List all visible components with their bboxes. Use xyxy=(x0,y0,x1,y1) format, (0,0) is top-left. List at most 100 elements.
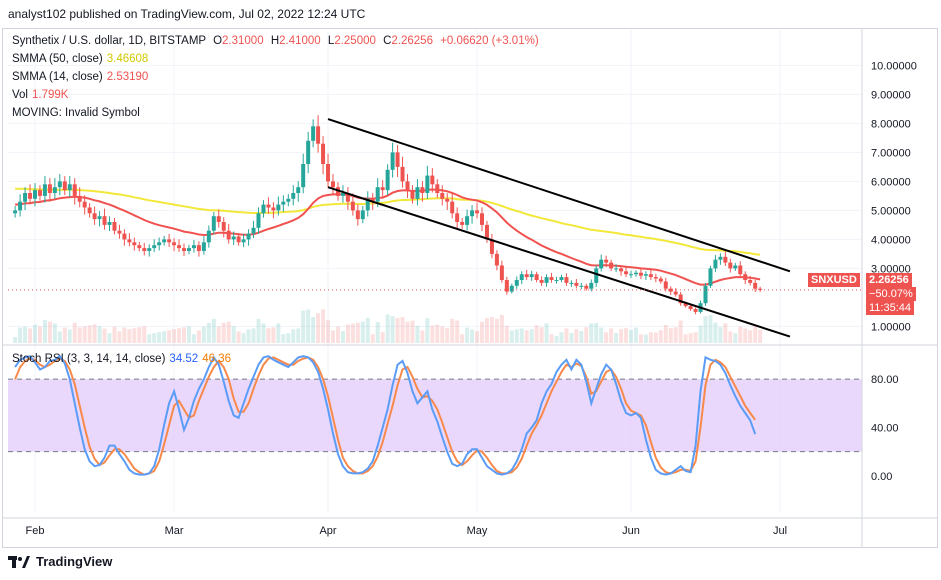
candle xyxy=(544,274,549,287)
candle-body xyxy=(584,285,589,289)
volume-bar xyxy=(564,328,569,343)
volume-bar xyxy=(450,318,455,343)
candle-body xyxy=(594,268,599,283)
candle xyxy=(216,209,221,228)
volume-bar xyxy=(703,316,708,343)
volume-bar xyxy=(708,315,713,343)
volume-bar xyxy=(698,325,703,343)
time-axis-tick: Mar xyxy=(165,525,184,537)
volume-bar xyxy=(122,327,127,343)
smma14-line xyxy=(15,188,761,286)
volume-bar xyxy=(604,332,609,343)
volume-bar xyxy=(559,332,564,343)
volume-bar xyxy=(683,334,688,343)
volume-bar xyxy=(663,325,668,343)
candle xyxy=(678,291,683,306)
high-value: 2.41000 xyxy=(279,35,321,47)
candle-body xyxy=(425,175,430,193)
candle xyxy=(475,202,480,219)
candle xyxy=(445,193,450,210)
candle-body xyxy=(614,268,619,270)
candlestick-series xyxy=(13,115,763,315)
candle-body xyxy=(395,152,400,167)
candle xyxy=(102,208,107,230)
candle xyxy=(256,207,261,234)
volume-bar xyxy=(157,332,162,343)
low-value: 2.25000 xyxy=(334,35,376,47)
volume-bar xyxy=(246,329,251,343)
candle-body xyxy=(514,280,519,286)
price-axis-tick: 3.00000 xyxy=(871,263,911,275)
volume-bar xyxy=(37,326,42,343)
volume-bar xyxy=(82,326,87,343)
candle-body xyxy=(504,280,509,292)
candle xyxy=(410,185,415,204)
publisher-header: analyst102 published on TradingView.com,… xyxy=(8,7,366,21)
candle xyxy=(489,233,494,259)
candle xyxy=(18,194,23,217)
candle-body xyxy=(609,262,614,269)
volume-bar xyxy=(594,323,599,343)
volume-bar xyxy=(251,328,256,343)
volume-bar xyxy=(127,329,132,343)
volume-bar xyxy=(738,326,743,343)
candle-body xyxy=(410,190,415,199)
candle-body xyxy=(465,216,470,225)
candle-body xyxy=(167,239,172,243)
stoch-rsi-legend: Stoch RSI (3, 3, 14, 14, close) 34.52 46.3… xyxy=(12,353,231,365)
candle-body xyxy=(738,265,743,275)
candle-body xyxy=(18,201,23,211)
candle xyxy=(67,176,72,198)
candle-body xyxy=(380,187,385,191)
candle xyxy=(534,271,539,283)
volume-bar xyxy=(475,331,480,343)
volume-bar xyxy=(182,327,186,343)
stoch-k-line xyxy=(14,354,757,476)
volume-bar xyxy=(633,327,638,343)
candle xyxy=(524,269,529,280)
candle xyxy=(435,179,440,198)
candle-body xyxy=(28,193,33,199)
tradingview-footer[interactable]: TradingView xyxy=(8,554,112,569)
volume-bar xyxy=(97,326,102,343)
volume-bar xyxy=(430,325,435,343)
price-axis-tick: 1.00000 xyxy=(871,321,911,333)
candle-body xyxy=(196,245,201,251)
candle-body xyxy=(415,187,420,199)
candle-body xyxy=(97,216,102,220)
volume-bar xyxy=(435,324,440,343)
volume-bar xyxy=(395,318,400,343)
volume-bar xyxy=(638,334,643,343)
time-axis-tick: Apr xyxy=(319,525,336,537)
volume-value: 1.799K xyxy=(32,89,69,101)
candle xyxy=(201,236,206,255)
volume-bar xyxy=(425,318,430,343)
candle-body xyxy=(117,230,122,234)
candle xyxy=(296,181,301,202)
candle-body xyxy=(445,198,450,202)
candle xyxy=(33,183,37,207)
candle xyxy=(400,156,405,188)
candle xyxy=(291,185,296,206)
volume-bar xyxy=(23,326,28,343)
candle xyxy=(564,273,569,286)
volume-bar xyxy=(256,319,261,343)
volume-bar xyxy=(440,326,445,343)
volume-bar xyxy=(331,330,335,343)
volume-bar xyxy=(688,333,693,343)
candle xyxy=(326,153,331,188)
candle-body xyxy=(643,274,648,276)
candle-body xyxy=(112,222,117,231)
candle-body xyxy=(494,253,499,266)
volume-bar xyxy=(614,333,619,343)
candle-body xyxy=(435,184,440,193)
candle xyxy=(72,178,77,205)
candle-body xyxy=(206,230,211,243)
candle xyxy=(52,178,57,199)
candle-body xyxy=(291,193,296,199)
volume-bar xyxy=(624,328,629,343)
smma50-line xyxy=(15,187,761,256)
candle xyxy=(331,174,335,196)
candle xyxy=(301,153,306,194)
